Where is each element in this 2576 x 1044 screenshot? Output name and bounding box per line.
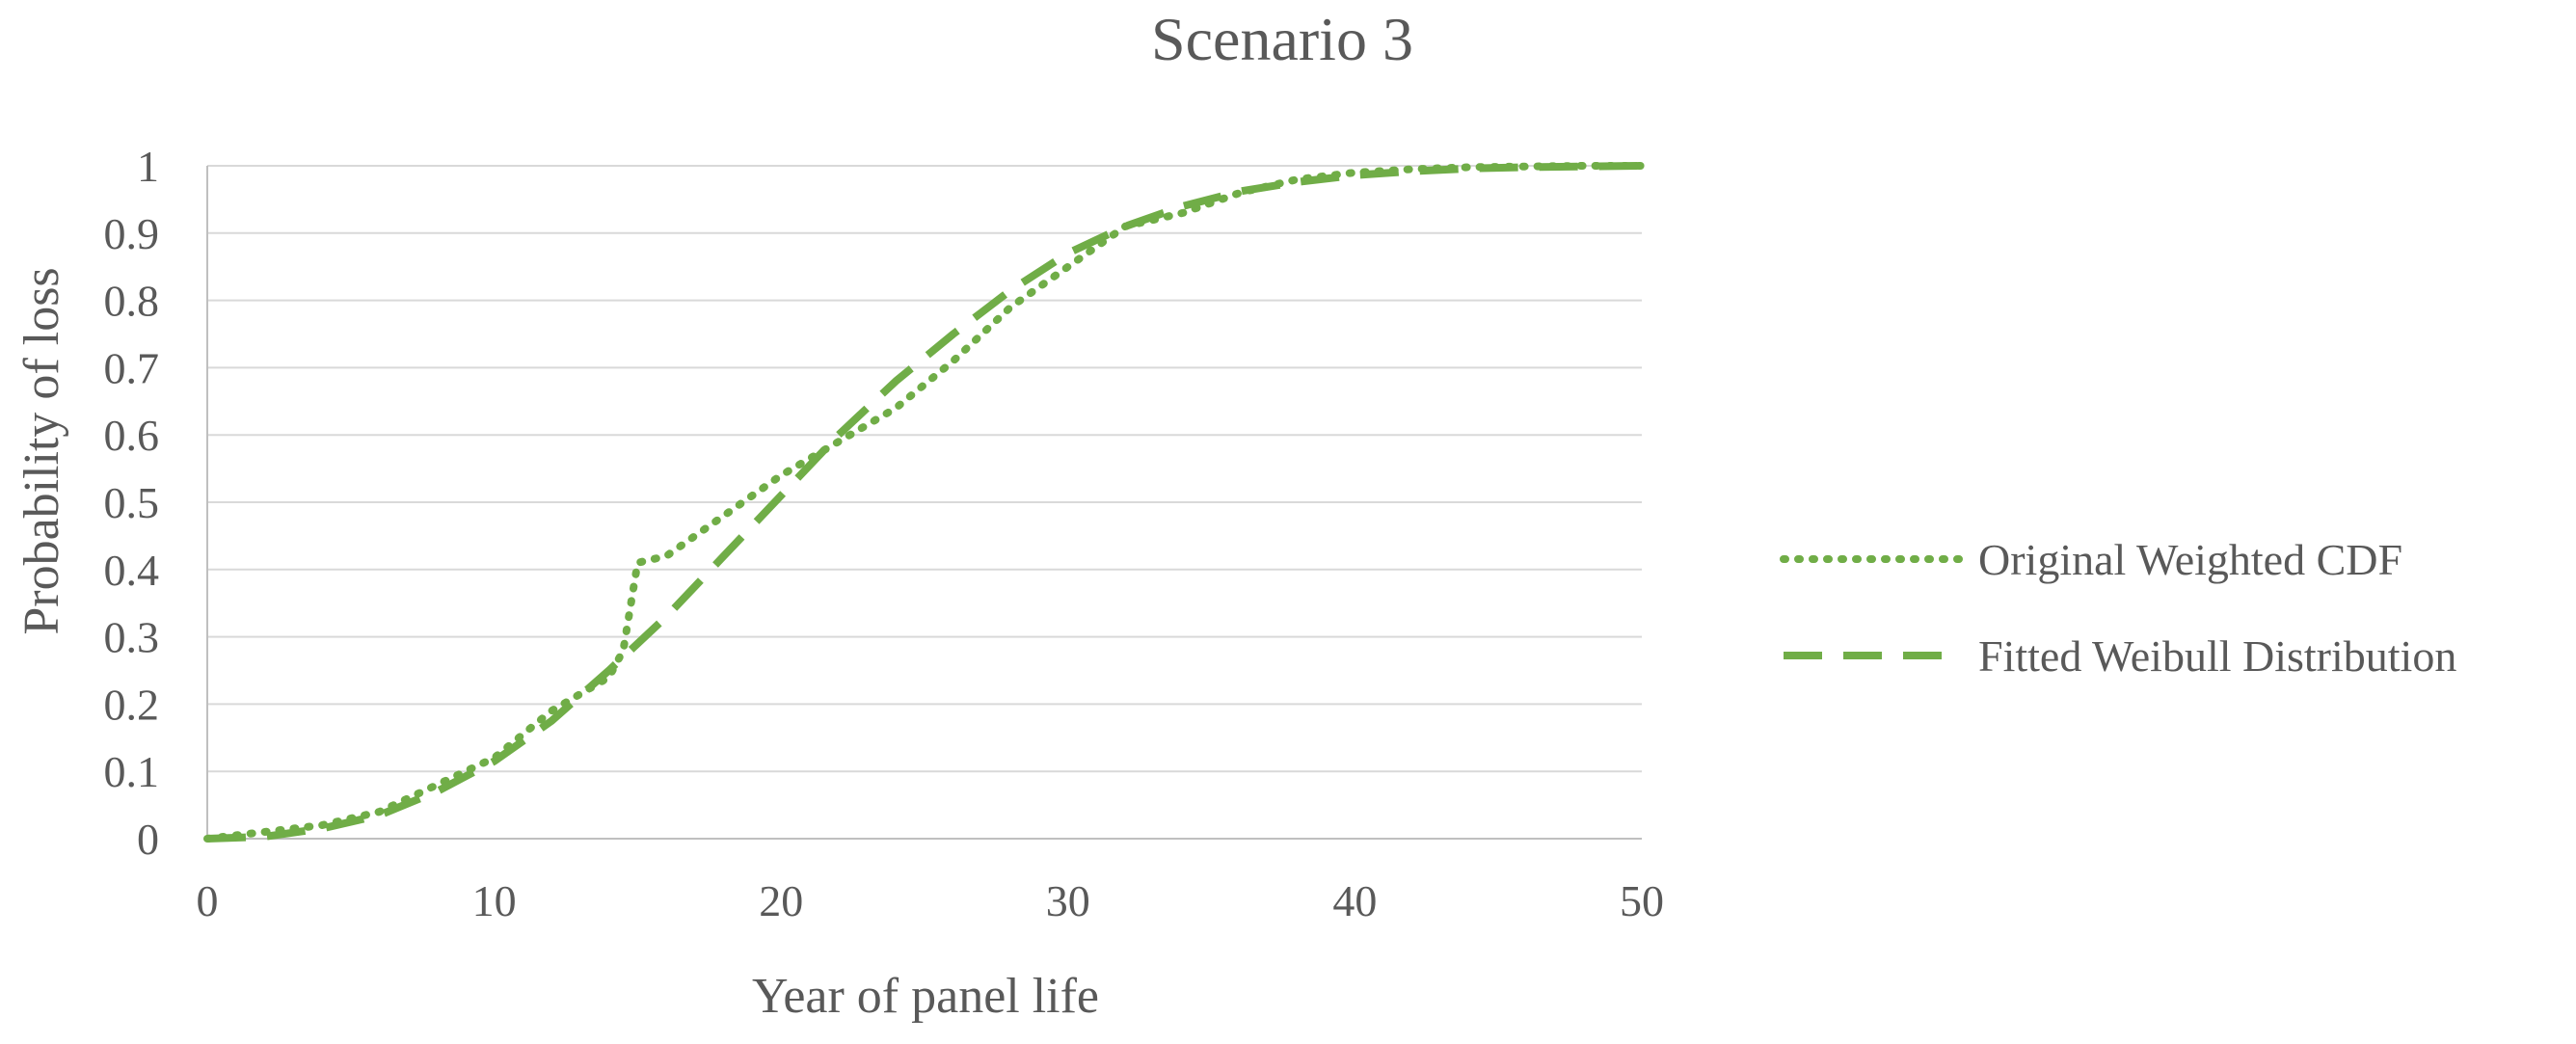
x-tick-label: 30 xyxy=(1046,876,1090,925)
series-lines xyxy=(203,162,1646,843)
y-tick-label: 0.1 xyxy=(104,747,160,796)
chart-title: Scenario 3 xyxy=(1151,5,1413,73)
y-tick-label: 0.5 xyxy=(104,478,160,527)
y-tick-label: 0.7 xyxy=(104,343,160,392)
y-tick-label: 0.9 xyxy=(104,209,160,258)
y-tick-label: 0.6 xyxy=(104,411,160,460)
y-tick-label: 0.8 xyxy=(104,277,160,326)
x-axis-title: Year of panel life xyxy=(752,969,1099,1024)
legend-label: Fitted Weibull Distribution xyxy=(1978,631,2456,681)
x-tick-label: 40 xyxy=(1332,876,1377,925)
y-axis-title: Probability of loss xyxy=(14,267,69,634)
y-tick-label: 0.3 xyxy=(104,613,160,662)
y-tick-label: 1 xyxy=(137,142,159,191)
y-tick-label: 0.2 xyxy=(104,680,160,729)
x-tick-label: 0 xyxy=(197,876,219,925)
y-tick-label: 0 xyxy=(137,815,159,864)
x-tick-label: 50 xyxy=(1620,876,1664,925)
series-line-fitted-weibull xyxy=(206,162,1643,843)
x-tick-label: 20 xyxy=(759,876,803,925)
axes: 00.10.20.30.40.50.60.70.80.910 10 20 30 40 50 xyxy=(104,142,1665,925)
y-tick-label: 0.4 xyxy=(104,546,160,595)
legend: Original Weighted CDF Fitted Weibull Dist… xyxy=(1780,535,2456,681)
x-tick-label: 10 xyxy=(472,876,517,925)
legend-label: Original Weighted CDF xyxy=(1978,535,2402,584)
gridlines xyxy=(207,165,1642,773)
